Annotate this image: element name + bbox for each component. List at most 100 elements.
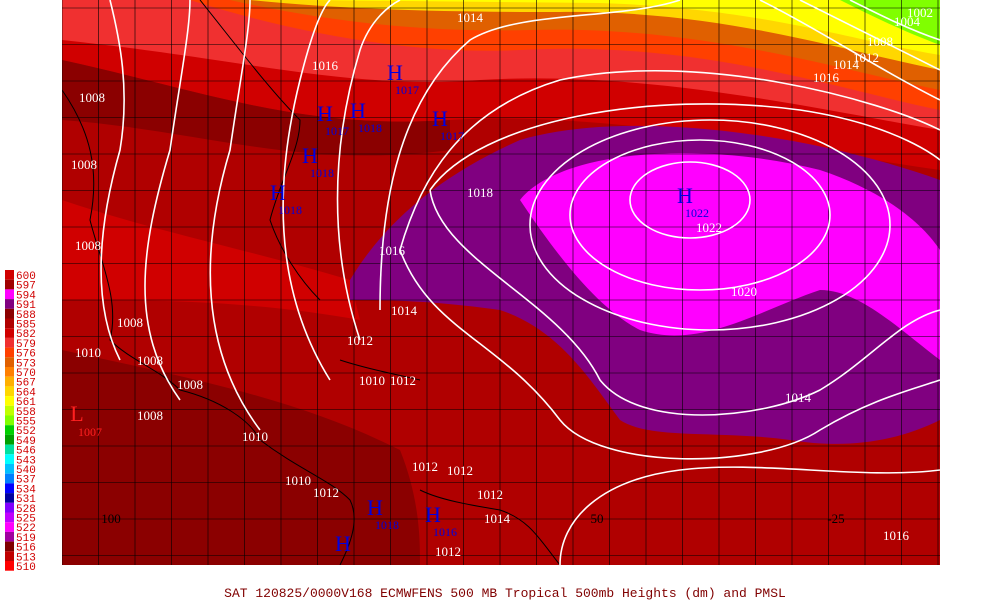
isobar-label: 1014 (785, 390, 812, 405)
legend-swatch (5, 522, 14, 532)
legend-swatch (5, 512, 14, 523)
isobar (399, 70, 940, 460)
legend-swatch (5, 493, 14, 503)
legend-label: 531 (16, 494, 36, 506)
isobar-label: 1008 (71, 157, 97, 172)
isobar-label: 1014 (833, 57, 860, 72)
legend-label: 555 (16, 417, 36, 429)
isobar-label: 1014 (484, 511, 511, 526)
legend-label: 576 (16, 349, 36, 361)
high-value: 1017 (395, 83, 419, 97)
isobar-label: 1012 (477, 487, 503, 502)
color-legend: 6005975945915885855825795765735705675645… (5, 270, 36, 574)
legend-swatch (5, 541, 14, 552)
high-symbol: H (302, 143, 318, 168)
legend-swatch (5, 502, 14, 513)
isobar-label: 1014 (391, 303, 418, 318)
legend-label: 597 (16, 281, 36, 293)
isobar-label: 1008 (117, 315, 143, 330)
band (62, 350, 420, 565)
high-value: 1018 (358, 121, 382, 135)
coastline (419, 489, 561, 565)
band (520, 153, 940, 360)
isobar-label: 1010 (359, 373, 385, 388)
band (62, 60, 450, 156)
isobar-label: 1022 (696, 220, 722, 235)
high-value: 1018 (375, 518, 399, 532)
isobar (144, 0, 191, 401)
high-value: 1018 (278, 203, 302, 217)
legend-swatch (5, 561, 14, 571)
legend-label: 516 (16, 543, 36, 555)
high-symbol: H (367, 495, 383, 520)
isobar-label: 1008 (137, 408, 163, 423)
isobar-label: 1010 (75, 345, 101, 360)
longitude-label: 100 (101, 511, 121, 526)
coastline (62, 89, 355, 565)
high-symbol: H (317, 101, 333, 126)
legend-swatch (5, 347, 14, 358)
high-symbol: H (677, 183, 693, 208)
low-value: 1007 (78, 425, 102, 439)
low-symbol: L (70, 401, 83, 426)
isobar (282, 0, 331, 381)
legend-swatch (5, 299, 14, 309)
legend-label: 540 (16, 465, 36, 477)
legend-label: 549 (16, 436, 36, 448)
legend-label: 591 (16, 300, 36, 312)
longitude-label: 50 (591, 511, 604, 526)
isobar-label: 1016 (312, 58, 339, 73)
legend-swatch (5, 415, 14, 426)
legend-swatch (5, 405, 14, 416)
isobar (529, 119, 891, 331)
isobar-label: 1008 (177, 377, 203, 392)
high-value: 1016 (433, 525, 457, 539)
legend-swatch (5, 454, 14, 464)
legend-swatch (5, 551, 14, 561)
legend-swatch (5, 531, 14, 542)
band (300, 0, 940, 55)
legend-label: 600 (16, 271, 36, 283)
isobar-label: 1010 (242, 429, 268, 444)
high-symbol: H (425, 502, 441, 527)
legend-swatch (5, 396, 14, 406)
isobar (379, 0, 681, 311)
isobar (559, 466, 940, 565)
legend-label: 525 (16, 514, 36, 526)
legend-label: 558 (16, 407, 36, 419)
isobar-label: 1016 (379, 243, 406, 258)
isobar-label: 1008 (75, 238, 101, 253)
isobar-label: 1012 (412, 459, 438, 474)
isobar-label: 1004 (894, 14, 921, 29)
isobar (759, 0, 940, 101)
isobar-label: 1008 (137, 353, 163, 368)
legend-swatch (5, 279, 14, 290)
isobar-label: 1012 (853, 50, 879, 65)
high-value: 1022 (685, 206, 709, 220)
isobar-label: 1008 (79, 90, 105, 105)
isobar-label: 1016 (813, 70, 840, 85)
legend-label: 546 (16, 446, 36, 458)
isobar-label: 1010 (285, 473, 311, 488)
coastlines (62, 0, 561, 565)
legend-label: 534 (16, 484, 36, 496)
high-symbol: H (387, 60, 403, 85)
legend-label: 510 (16, 562, 36, 574)
legend-label: 528 (16, 504, 36, 516)
legend-label: 579 (16, 339, 36, 351)
isobars (100, 0, 940, 565)
coastline (199, 0, 321, 301)
isobar-label: 1012 (447, 463, 473, 478)
legend-label: 519 (16, 533, 36, 545)
high-symbol: H (270, 180, 286, 205)
caption: SAT 120825/0000V168 ECMWFENS 500 MB Trop… (224, 586, 786, 600)
legend-label: 537 (16, 475, 36, 487)
legend-swatch (5, 386, 14, 397)
legend-label: 573 (16, 358, 36, 370)
isobar-label: 1008 (867, 34, 893, 49)
legend-swatch (5, 367, 14, 377)
isobar (629, 161, 751, 239)
isobar-label: 1012 (313, 485, 339, 500)
legend-swatch (5, 434, 14, 445)
